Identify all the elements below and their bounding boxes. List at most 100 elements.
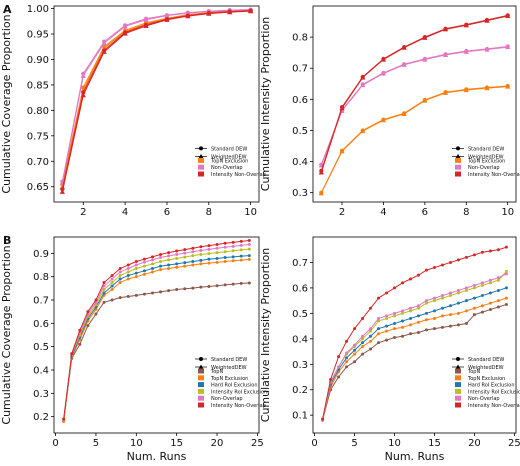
data-point	[167, 289, 171, 293]
data-point	[361, 344, 365, 348]
data-point	[118, 267, 122, 270]
data-point	[484, 17, 490, 23]
data-point	[424, 301, 428, 305]
data-point	[488, 308, 492, 312]
y-tick-label: 0.5	[292, 309, 308, 320]
legend-swatch	[455, 157, 461, 163]
series-line	[61, 10, 251, 192]
y-tick-label: 0.4	[292, 157, 308, 168]
panel-label-b: B	[3, 234, 11, 247]
data-point	[199, 262, 203, 266]
data-point	[78, 342, 82, 346]
series-line	[61, 9, 251, 185]
data-point	[463, 49, 469, 54]
data-point	[472, 283, 476, 287]
legend-label: WeightedDEW	[468, 154, 504, 160]
y-tick-label: 0.8	[33, 272, 49, 283]
x-tick-label: 10	[130, 438, 143, 449]
data-point	[416, 304, 420, 308]
data-point	[215, 260, 219, 264]
data-point	[393, 322, 397, 326]
data-point	[223, 245, 227, 249]
data-point	[215, 256, 219, 260]
data-point	[463, 22, 469, 28]
data-point	[167, 267, 171, 270]
data-point	[472, 313, 476, 317]
data-point	[183, 255, 187, 259]
series-topn-exclusion	[62, 257, 251, 423]
data-point	[175, 265, 179, 269]
data-point	[361, 341, 365, 345]
data-point	[164, 13, 170, 18]
data-point	[456, 301, 460, 305]
legend-label: Standard DEW	[468, 146, 504, 152]
data-point	[247, 239, 251, 242]
y-tick-label: 0.7	[292, 258, 308, 269]
data-point	[110, 281, 114, 284]
series-line	[320, 15, 508, 173]
y-tick-label: 0.6	[292, 283, 308, 294]
data-point	[380, 117, 387, 123]
data-point	[118, 270, 122, 274]
data-point	[227, 9, 233, 15]
series-line	[61, 10, 251, 190]
data-point	[102, 291, 106, 295]
data-point	[150, 291, 154, 295]
legend-label: Standard DEW	[211, 357, 247, 363]
data-point	[126, 295, 130, 298]
x-tick-label: 8	[206, 207, 212, 218]
data-point	[239, 281, 243, 285]
legend-swatch	[198, 402, 204, 408]
data-point	[143, 17, 149, 22]
data-point	[164, 17, 170, 22]
y-tick-label: 0.1	[292, 411, 308, 422]
data-point	[369, 339, 373, 343]
y-tick-label: 0.65	[27, 182, 49, 193]
data-point	[480, 294, 484, 298]
data-point	[78, 328, 82, 332]
data-point	[369, 306, 373, 310]
data-point	[345, 351, 349, 355]
data-point	[361, 352, 365, 356]
data-point	[223, 241, 227, 245]
data-point	[369, 347, 373, 351]
legend-swatch	[455, 388, 461, 394]
legend-swatch	[198, 388, 204, 394]
legend-swatch	[455, 395, 461, 401]
data-point	[110, 274, 114, 277]
legend-swatch	[198, 157, 204, 163]
data-point	[94, 298, 98, 302]
data-point	[150, 262, 154, 266]
circle-marker-icon	[199, 146, 203, 151]
y-tick-label: 0.2	[33, 412, 49, 423]
data-point	[353, 327, 357, 331]
data-point	[440, 306, 444, 310]
data-point	[416, 314, 420, 318]
y-tick-label: 0.2	[292, 385, 308, 396]
data-point	[337, 355, 341, 359]
data-point	[223, 260, 227, 263]
data-point	[102, 300, 106, 304]
data-point	[207, 244, 211, 248]
legend-label: Standard DEW	[211, 146, 247, 152]
data-point	[416, 320, 420, 324]
data-point	[385, 291, 389, 295]
data-point	[480, 304, 484, 308]
data-point	[385, 338, 389, 342]
data-point	[118, 274, 122, 277]
data-point	[448, 304, 452, 308]
data-point	[159, 256, 163, 260]
data-point	[134, 263, 138, 267]
x-tick-label: 0	[52, 438, 58, 449]
data-point	[207, 252, 211, 256]
data-point	[440, 325, 444, 329]
data-point	[223, 250, 227, 254]
data-point	[504, 269, 508, 273]
data-point	[480, 310, 484, 314]
y-axis-label: Cumulative Coverage Proportion	[0, 14, 13, 193]
data-point	[207, 257, 211, 261]
data-point	[191, 254, 195, 258]
data-point	[416, 306, 420, 310]
data-point	[432, 309, 436, 313]
